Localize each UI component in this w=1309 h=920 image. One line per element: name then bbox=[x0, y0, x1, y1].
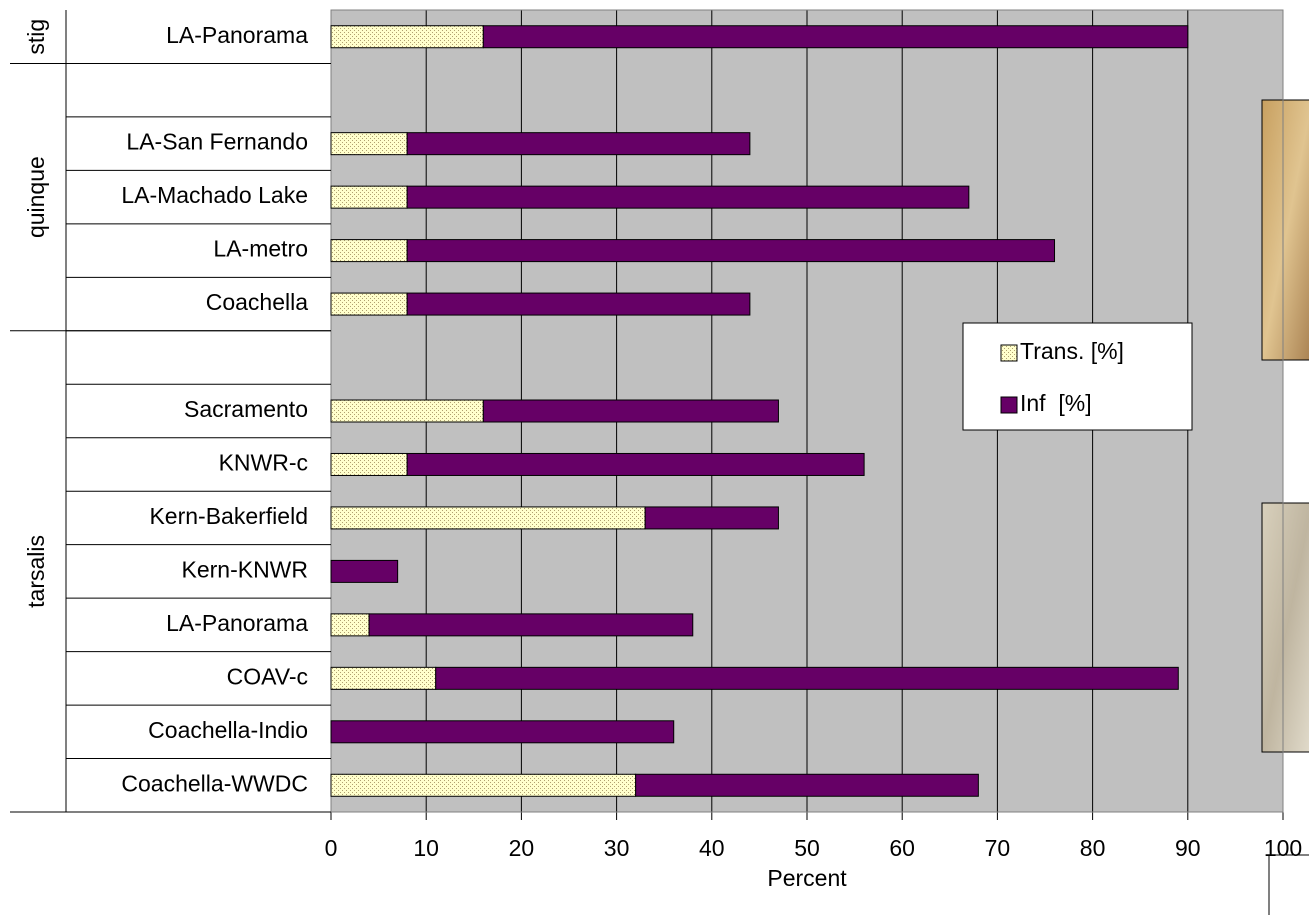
bar-segment bbox=[406, 292, 751, 316]
bar-segment bbox=[406, 239, 1056, 263]
legend-swatch bbox=[1000, 396, 1018, 414]
bar-segment bbox=[330, 292, 408, 316]
bar-segment bbox=[635, 773, 979, 797]
bar-segment bbox=[330, 399, 484, 423]
x-tick-label: 100 bbox=[1264, 835, 1302, 861]
bar-segment bbox=[330, 506, 646, 530]
legend-label: Inf [%] bbox=[1020, 390, 1092, 416]
x-tick-label: 10 bbox=[413, 835, 439, 861]
x-tick-label: 80 bbox=[1080, 835, 1106, 861]
group-label: tarsalis bbox=[23, 535, 49, 608]
group-label: stig bbox=[23, 19, 49, 55]
bar-segment bbox=[330, 720, 675, 744]
x-tick-label: 20 bbox=[509, 835, 535, 861]
bar-segment bbox=[330, 559, 399, 583]
bar-segment bbox=[330, 132, 408, 156]
photo bbox=[1261, 502, 1309, 753]
photo bbox=[1261, 99, 1309, 361]
y-tick-label: LA-Panorama bbox=[166, 610, 308, 636]
bar-segment bbox=[406, 132, 751, 156]
x-tick-label: 30 bbox=[604, 835, 630, 861]
bar-segment bbox=[368, 613, 694, 637]
bar-segment bbox=[644, 506, 779, 530]
bar-segment bbox=[406, 185, 970, 209]
bar-segment bbox=[330, 666, 437, 690]
x-tick-label: 70 bbox=[985, 835, 1011, 861]
y-tick-label: KNWR-c bbox=[219, 450, 308, 476]
y-tick-label: Coachella bbox=[206, 289, 308, 315]
bar-segment bbox=[482, 25, 1189, 49]
y-tick-label: Sacramento bbox=[184, 396, 308, 422]
y-tick-label: Coachella-Indio bbox=[148, 717, 308, 743]
inset-box bbox=[1268, 854, 1309, 920]
y-tick-label: LA-San Fernando bbox=[126, 129, 308, 155]
bar-segment bbox=[406, 452, 865, 476]
bar-segment bbox=[330, 773, 637, 797]
bar-segment bbox=[330, 613, 370, 637]
bar-segment bbox=[330, 25, 484, 49]
y-tick-label: Kern-Bakerfield bbox=[149, 503, 308, 529]
bar-segment bbox=[330, 452, 408, 476]
group-label: quinque bbox=[23, 156, 49, 238]
y-tick-label: Coachella-WWDC bbox=[121, 770, 308, 796]
bar-segment bbox=[482, 399, 779, 423]
y-tick-label: LA-metro bbox=[213, 236, 308, 262]
legend-swatch bbox=[1000, 344, 1018, 362]
y-tick-label: Kern-KNWR bbox=[181, 556, 308, 582]
x-tick-label: 50 bbox=[794, 835, 820, 861]
legend-label: Trans. [%] bbox=[1020, 338, 1124, 364]
x-tick-label: 40 bbox=[699, 835, 725, 861]
y-tick-label: COAV-c bbox=[227, 663, 308, 689]
bar-segment bbox=[330, 185, 408, 209]
bar-segment bbox=[435, 666, 1179, 690]
x-tick-label: 0 bbox=[325, 835, 338, 861]
x-tick-label: 60 bbox=[889, 835, 915, 861]
x-axis-label: Percent bbox=[767, 865, 847, 891]
y-tick-label: LA-Machado Lake bbox=[121, 182, 308, 208]
bar-segment bbox=[330, 239, 408, 263]
x-tick-label: 90 bbox=[1175, 835, 1201, 861]
y-tick-label: LA-Panorama bbox=[166, 22, 308, 48]
